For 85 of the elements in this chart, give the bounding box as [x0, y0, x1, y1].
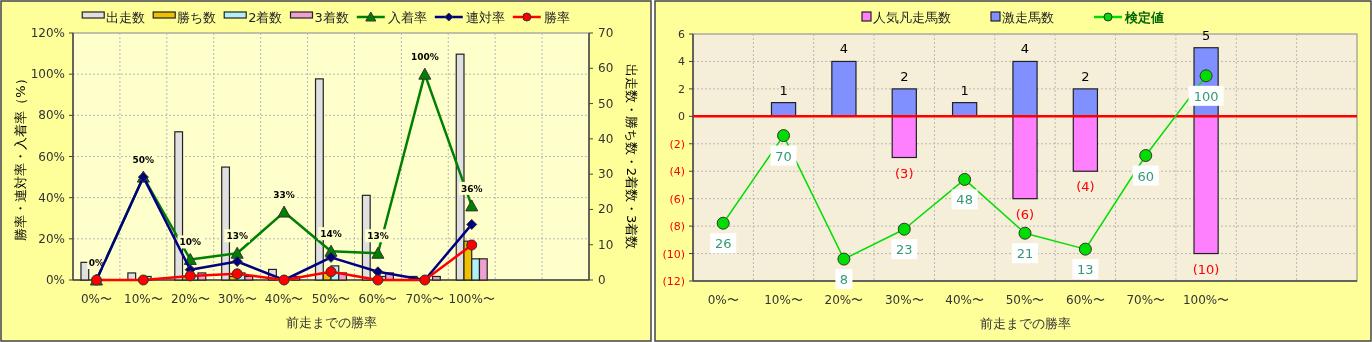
- data-label: 70: [775, 148, 792, 164]
- x-tick-label: 60%〜: [1066, 293, 1105, 307]
- data-label: 100: [1193, 88, 1219, 104]
- data-label: 2: [900, 68, 909, 84]
- data-label: 50%: [132, 155, 155, 166]
- legend-label: 勝ち数: [177, 10, 217, 25]
- x-tick-label: 50%〜: [1005, 293, 1045, 307]
- y2-tick-label: 50: [598, 96, 614, 111]
- y-tick-label: 4: [678, 55, 685, 69]
- y-tick-label: 0%: [45, 273, 65, 287]
- y-tick-label: 6: [678, 28, 685, 41]
- data-label: 48: [956, 192, 973, 208]
- x-tick-label: 30%〜: [884, 293, 924, 307]
- x-tick-label: 20%〜: [170, 292, 210, 306]
- y2-tick-label: 10: [598, 237, 614, 252]
- y-tick-label: (8): [669, 220, 685, 234]
- x-tick-label: 60%〜: [358, 292, 398, 306]
- y-tick-label: (4): [669, 165, 685, 179]
- data-label: 8: [839, 272, 849, 288]
- data-label: (4): [1076, 179, 1095, 195]
- legend-label: 入着率: [387, 10, 427, 25]
- legend-label: 2着数: [248, 10, 283, 25]
- data-label: 13%: [226, 231, 248, 242]
- x-tick-label: 10%〜: [124, 292, 163, 306]
- x-tick-label: 0%〜: [707, 293, 739, 307]
- y2-tick-label: 20: [598, 202, 614, 217]
- x-tick-label: 0%〜: [80, 292, 112, 306]
- data-label: 36%: [460, 183, 483, 194]
- x-tick-label: 50%〜: [311, 292, 351, 306]
- x-axis-title: 前走までの勝率: [979, 316, 1071, 331]
- legend-label: 人気凡走馬数: [873, 10, 951, 25]
- y-tick-label: (12): [662, 275, 685, 288]
- legend-label: 激走馬数: [1002, 10, 1054, 25]
- x-tick-label: 100%〜: [1182, 293, 1230, 307]
- data-label: 1: [779, 82, 788, 98]
- y-tick-label: (2): [669, 137, 685, 151]
- data-label: 26: [714, 236, 732, 252]
- x-tick-label: 100%〜: [448, 292, 495, 306]
- legend-label: 勝率: [543, 10, 570, 25]
- y-tick-label: 120%: [30, 26, 65, 40]
- y-axis-title: 勝率・連対率・入着率（%）: [13, 72, 28, 241]
- x-tick-label: 70%〜: [405, 292, 445, 306]
- y-tick-label: 0: [678, 110, 685, 124]
- data-label: 5: [1201, 27, 1211, 43]
- y2-tick-label: 60: [598, 61, 614, 76]
- data-label: 23: [896, 242, 913, 258]
- data-label: 13: [1077, 262, 1094, 278]
- legend-label: 連対率: [465, 10, 505, 25]
- y2-tick-label: 70: [598, 26, 614, 40]
- y2-axis-title: 出走数・勝ち数・2着数・3着数: [624, 63, 639, 250]
- data-label: (3): [895, 165, 914, 181]
- data-label: 4: [839, 41, 849, 57]
- x-tick-label: 70%〜: [1126, 293, 1166, 307]
- y-tick-label: (6): [669, 192, 685, 206]
- data-label: 21: [1016, 246, 1034, 262]
- legend-label: 検定値: [1124, 10, 1164, 25]
- data-label: 13%: [367, 231, 389, 242]
- y-tick-label: 2: [678, 82, 685, 96]
- data-label: 2: [1081, 68, 1090, 84]
- y-tick-label: (10): [662, 247, 685, 261]
- y-tick-label: 40%: [38, 190, 65, 205]
- x-tick-label: 20%〜: [824, 293, 864, 307]
- data-label: 10%: [179, 237, 202, 248]
- data-label: 1: [960, 82, 969, 98]
- data-label: (10): [1192, 261, 1220, 277]
- data-label: 4: [1020, 41, 1030, 57]
- y-tick-label: 20%: [38, 231, 65, 246]
- x-tick-label: 30%〜: [217, 292, 257, 306]
- y-tick-label: 60%: [38, 149, 65, 164]
- data-label: 14%: [320, 229, 342, 240]
- x-tick-label: 40%〜: [264, 292, 304, 306]
- legend-label: 3着数: [314, 10, 349, 25]
- y2-tick-label: 0: [598, 273, 606, 287]
- x-tick-label: 40%〜: [945, 293, 984, 307]
- data-label: (6): [1015, 206, 1035, 222]
- y2-tick-label: 30: [598, 167, 614, 182]
- x-axis-title: 前走までの勝率: [285, 315, 377, 330]
- y2-tick-label: 40: [598, 131, 614, 146]
- data-label: 33%: [273, 190, 295, 201]
- legend-label: 出走数: [106, 10, 146, 25]
- x-tick-label: 10%〜: [764, 293, 803, 307]
- data-label: 60: [1137, 168, 1154, 184]
- y-tick-label: 80%: [38, 108, 65, 123]
- data-label: 100%: [410, 52, 439, 63]
- y-tick-label: 100%: [30, 67, 65, 82]
